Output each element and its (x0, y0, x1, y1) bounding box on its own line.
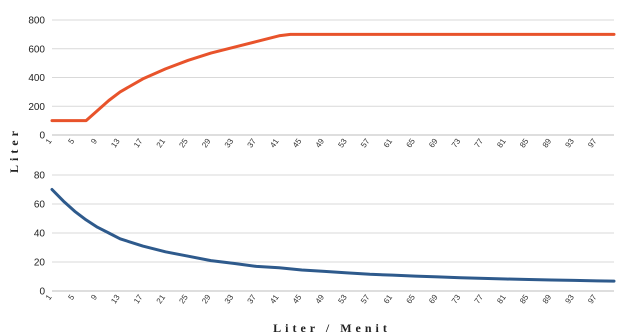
y-tick-label: 200 (28, 102, 45, 113)
x-tick-label: 9 (89, 293, 99, 302)
x-tick-label: 17 (132, 137, 145, 150)
x-tick-label: 53 (336, 137, 349, 150)
y-tick-label: 20 (34, 258, 46, 269)
x-tick-label: 49 (314, 293, 327, 306)
x-tick-label: 33 (223, 293, 236, 306)
series-line (50, 188, 616, 283)
x-tick-label: 37 (246, 293, 259, 306)
x-tick-label: 13 (109, 293, 122, 306)
x-tick-label: 53 (336, 293, 349, 306)
x-axis-title-bottom: Liter / Menit (273, 321, 391, 335)
x-tick-label: 61 (382, 137, 395, 150)
x-tick-label: 25 (177, 137, 190, 150)
x-tick-label: 29 (200, 137, 213, 150)
x-tick-label: 13 (109, 137, 122, 150)
bottom-line-chart: 0 20 40 60 80 1 5 9 13 17 21 25 29 33 37 41 45 49 53 57 61 65… (34, 171, 616, 306)
x-tick-label: 5 (66, 293, 76, 302)
x-tick-label: 61 (382, 293, 395, 306)
x-tick-label: 9 (89, 137, 99, 146)
x-tick-label: 17 (132, 293, 145, 306)
top-line-chart: 0 200 400 600 800 1 5 9 13 17 21 25 29 33 37 41 45 49 53 57… (28, 16, 616, 150)
y-axis-title-top: Liter (7, 127, 21, 173)
x-tick-label: 85 (518, 293, 531, 306)
x-tick-label: 45 (291, 293, 304, 306)
x-tick-label: 5 (66, 137, 76, 146)
x-tick-label: 57 (359, 293, 372, 306)
x-tick-label: 97 (586, 137, 599, 150)
x-tick-label: 25 (177, 293, 190, 306)
y-tick-label: 0 (39, 131, 45, 142)
y-tick-label: 60 (34, 200, 46, 211)
x-tick-label: 81 (495, 293, 508, 306)
x-tick-label: 77 (473, 293, 486, 306)
x-tick-label: 65 (404, 137, 417, 150)
y-tick-label: 800 (28, 16, 45, 27)
x-tick-label: 1 (44, 293, 54, 302)
x-tick-label: 65 (404, 293, 417, 306)
x-tick-label: 69 (427, 137, 440, 150)
x-tick-label: 41 (268, 293, 281, 306)
x-tick-label: 41 (268, 137, 281, 150)
x-tick-label: 37 (246, 137, 259, 150)
series-line (50, 32, 616, 123)
x-tick-label: 93 (563, 137, 576, 150)
y-tick-label: 400 (28, 73, 45, 84)
x-tick-label: 21 (155, 293, 168, 306)
x-tick-label: 73 (450, 293, 463, 306)
x-tick-label: 57 (359, 137, 372, 150)
x-tick-label: 33 (223, 137, 236, 150)
x-tick-label: 69 (427, 293, 440, 306)
x-tick-label: 73 (450, 137, 463, 150)
x-tick-label: 49 (314, 137, 327, 150)
x-tick-label: 89 (541, 293, 554, 306)
y-tick-label: 0 (39, 287, 45, 298)
x-tick-label: 81 (495, 137, 508, 150)
y-tick-label: 80 (34, 171, 46, 182)
x-tick-label: 1 (44, 137, 54, 146)
y-tick-label: 600 (28, 44, 45, 55)
x-tick-label: 29 (200, 293, 213, 306)
x-tick-label: 89 (541, 137, 554, 150)
x-tick-label: 77 (473, 137, 486, 150)
x-tick-label: 85 (518, 137, 531, 150)
x-tick-label: 93 (563, 293, 576, 306)
x-tick-label: 97 (586, 293, 599, 306)
x-tick-label: 45 (291, 137, 304, 150)
y-tick-label: 40 (34, 229, 46, 240)
x-tick-label: 21 (155, 137, 168, 150)
